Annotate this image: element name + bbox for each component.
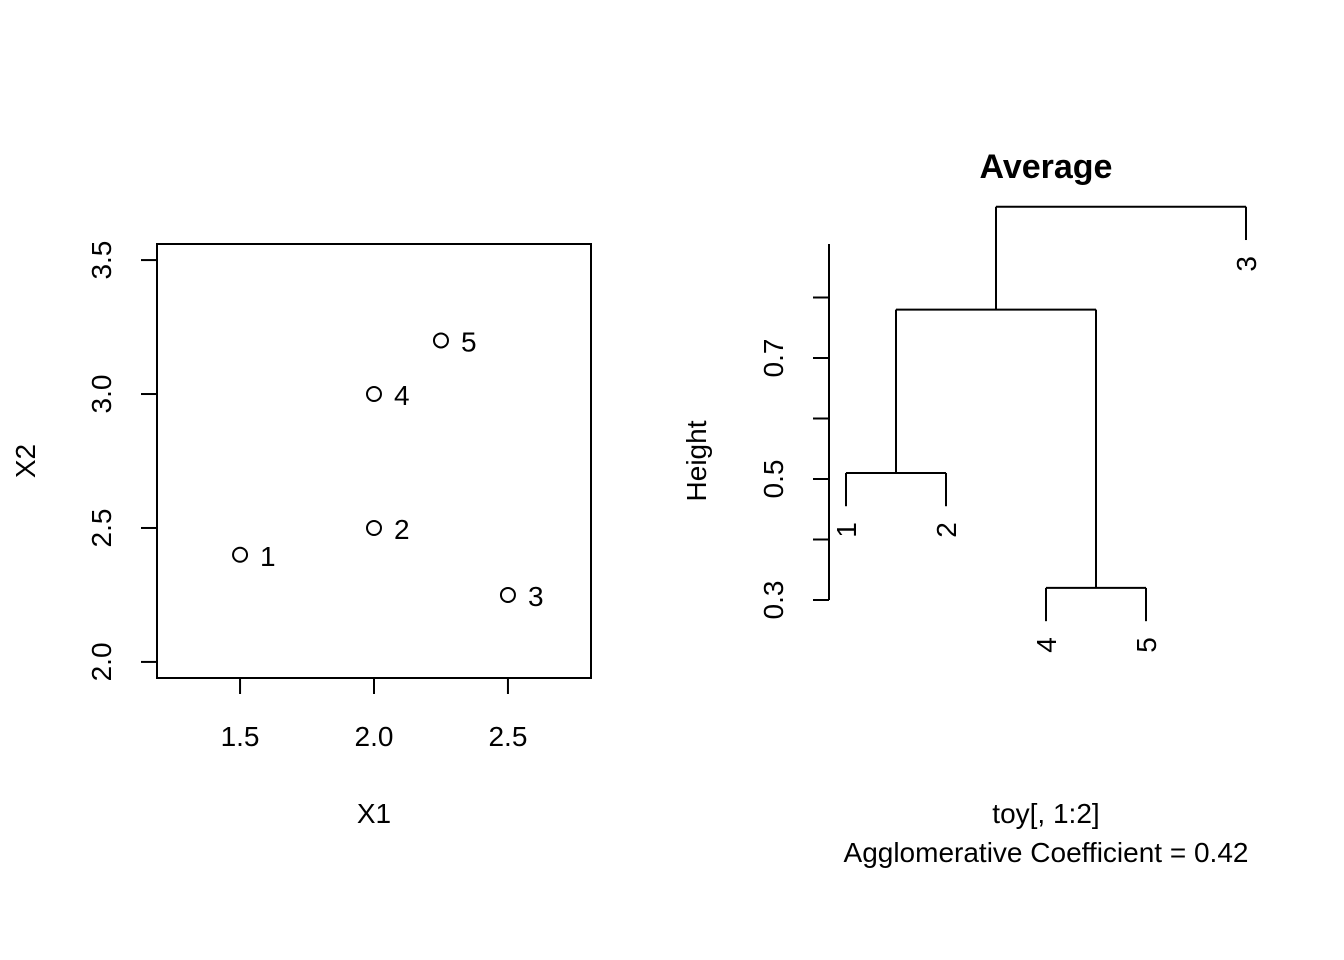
y-axis-label: X2 xyxy=(10,444,41,478)
dendrogram-title: Average xyxy=(980,148,1113,186)
data-points: 1 2 3 4 5 xyxy=(232,326,544,612)
leaf-label: 2 xyxy=(931,522,962,538)
point-label: 5 xyxy=(461,326,477,357)
data-point xyxy=(499,586,516,603)
data-point xyxy=(232,546,249,563)
point-label: 2 xyxy=(394,514,410,545)
x-axis-label: X1 xyxy=(357,798,391,829)
plot-frame xyxy=(156,243,592,679)
agglomerative-coefficient: Agglomerative Coefficient = 0.42 xyxy=(844,837,1249,868)
point-label: 3 xyxy=(528,581,544,612)
data-point xyxy=(366,519,382,536)
height-axis-label: Height xyxy=(681,420,712,501)
leaf-label: 3 xyxy=(1231,256,1262,272)
data-point xyxy=(432,332,449,349)
x-tick-label: 1.5 xyxy=(221,721,260,752)
leaf-label: 5 xyxy=(1131,637,1162,653)
x-axis: 1.5 2.0 2.5 xyxy=(221,677,527,752)
scatter-plot: 1.5 2.0 2.5 2.0 2.5 3.0 3.5 1 2 3 4 5 X1 X2 xyxy=(10,241,592,829)
leaf-label: 1 xyxy=(831,522,862,538)
height-axis: 0.3 0.5 0.7 xyxy=(758,244,830,620)
y-tick-label: 3.5 xyxy=(86,241,117,280)
y-tick-label: 3.0 xyxy=(86,375,117,414)
y-tick-label: 2.5 xyxy=(86,509,117,548)
point-label: 4 xyxy=(394,380,410,411)
dendrogram-branches xyxy=(845,205,1247,622)
leaf-labels: 1 2 4 5 3 xyxy=(831,256,1262,653)
dendrogram-plot: Average 0.3 0.5 0.7 1 2 4 5 3 Height toy[, 1:2… xyxy=(681,148,1262,868)
point-label: 1 xyxy=(260,541,276,572)
height-tick-label: 0.5 xyxy=(758,460,789,499)
y-tick-label: 2.0 xyxy=(86,642,117,681)
data-point xyxy=(366,386,382,403)
x-tick-label: 2.5 xyxy=(488,721,527,752)
height-tick-label: 0.7 xyxy=(758,339,789,378)
x-tick-label: 2.0 xyxy=(355,721,394,752)
height-tick-label: 0.3 xyxy=(758,581,789,620)
y-axis: 2.0 2.5 3.0 3.5 xyxy=(86,241,158,681)
dendrogram-xlabel: toy[, 1:2] xyxy=(992,798,1099,829)
leaf-label: 4 xyxy=(1031,637,1062,653)
